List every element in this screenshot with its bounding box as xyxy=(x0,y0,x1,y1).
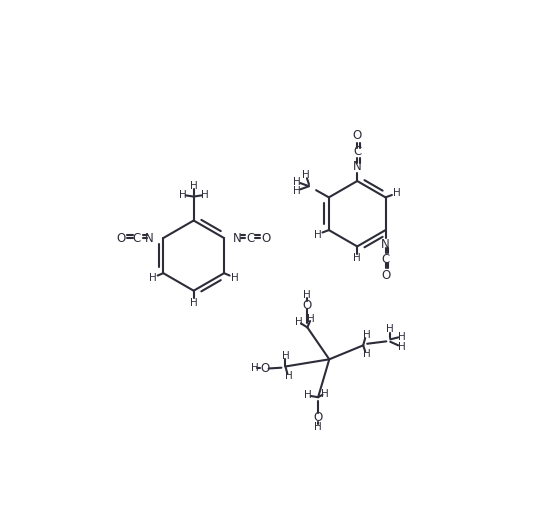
Text: N: N xyxy=(353,160,362,173)
Text: H: H xyxy=(149,273,157,283)
Text: H: H xyxy=(363,349,371,359)
Text: N: N xyxy=(233,232,242,244)
Text: H: H xyxy=(363,330,371,340)
Text: H: H xyxy=(281,351,289,361)
Text: H: H xyxy=(304,390,312,400)
Text: H: H xyxy=(321,389,328,399)
Text: H: H xyxy=(393,188,400,197)
Text: O: O xyxy=(262,232,270,244)
Text: C: C xyxy=(382,253,390,266)
Text: O: O xyxy=(381,269,390,282)
Text: C: C xyxy=(247,232,255,244)
Text: O: O xyxy=(314,411,323,424)
Text: H: H xyxy=(314,230,322,240)
Text: O: O xyxy=(260,362,269,375)
Text: H: H xyxy=(307,313,315,324)
Text: O: O xyxy=(353,130,362,142)
Text: H: H xyxy=(353,253,361,263)
Text: O: O xyxy=(302,299,312,312)
Text: N: N xyxy=(145,232,154,244)
Text: H: H xyxy=(179,190,186,200)
Text: H: H xyxy=(398,342,405,352)
Text: H: H xyxy=(231,273,238,283)
Text: H: H xyxy=(387,324,394,335)
Text: H: H xyxy=(293,186,301,196)
Text: H: H xyxy=(314,422,322,432)
Text: H: H xyxy=(201,190,208,200)
Text: H: H xyxy=(293,177,301,187)
Text: C: C xyxy=(132,232,140,244)
Text: H: H xyxy=(190,298,197,308)
Text: H: H xyxy=(302,170,310,180)
Text: C: C xyxy=(353,145,361,157)
Text: H: H xyxy=(295,317,302,327)
Text: H: H xyxy=(304,291,311,300)
Text: N: N xyxy=(381,238,390,251)
Text: O: O xyxy=(117,232,126,244)
Text: H: H xyxy=(190,181,197,191)
Text: H: H xyxy=(285,371,293,381)
Text: H: H xyxy=(251,364,259,373)
Text: H: H xyxy=(398,332,405,341)
